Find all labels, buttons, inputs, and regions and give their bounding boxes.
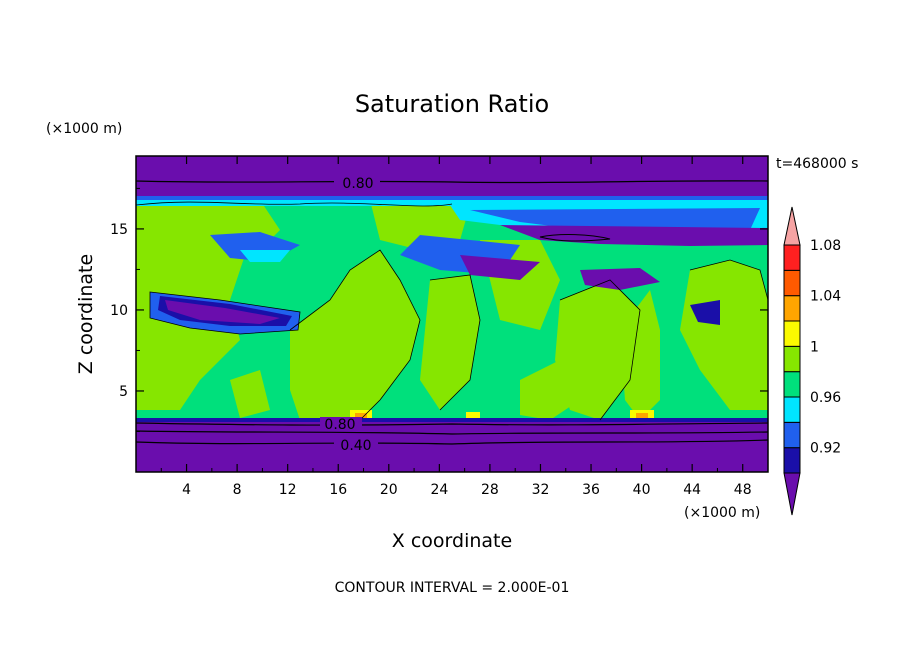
plot-area: 0.80 0.80 0.40 [136,156,768,472]
y-axis: 5 10 15 [110,187,768,432]
y-tick-label: 15 [110,222,128,238]
colorbar-segment [783,269,801,297]
mid-dry-intrusion [150,268,720,334]
x-tick-label: 40 [633,482,651,498]
bottom-band [136,420,768,472]
x-tick-label: 12 [279,482,297,498]
x-axis: 4 8 12 16 20 24 28 32 36 40 44 48 [160,156,752,498]
colorbar-label: 1.04 [810,289,841,305]
colorbar-segment [783,421,801,449]
x-tick-label: 4 [182,482,191,498]
x-tick-label: 20 [380,482,398,498]
colorbar-segment [783,295,801,322]
x-tick-label: 24 [430,482,448,498]
colorbar-label: 1.08 [810,238,841,254]
x-unit-label: (×1000 m) [684,505,760,521]
colorbar-segment [783,371,801,398]
colorbar-over-arrow [783,206,801,246]
contour-label-top: 0.80 [342,176,373,192]
time-label: t=468000 s [776,156,858,172]
colorbar-label: 0.92 [810,441,841,457]
chart-title: Saturation Ratio [355,90,549,118]
colorbar-segment [783,244,801,271]
x-axis-title: X coordinate [392,530,512,552]
x-tick-label: 48 [734,482,752,498]
y-tick-label: 5 [119,384,128,400]
contour-label-low: 0.40 [340,438,371,454]
y-unit-label: (×1000 m) [46,121,122,137]
x-tick-label: 8 [233,482,242,498]
x-tick-label: 32 [532,482,550,498]
top-band [136,156,768,196]
colorbar: 0.92 0.96 1 1.04 1.08 [783,206,841,516]
supersat-patches [350,410,654,418]
colorbar-label: 1 [810,339,819,355]
colorbar-segment [783,345,801,373]
colorbar-under-arrow [783,472,801,516]
colorbar-segment [783,320,801,347]
contour-label-mid: 0.80 [324,417,355,433]
y-tick-label: 10 [110,303,128,319]
colorbar-label: 0.96 [810,390,841,406]
upper-dry-layer [136,195,768,280]
plot-frame [135,155,769,473]
contour-lines [136,180,768,445]
footer-text: CONTOUR INTERVAL = 2.000E-01 [335,580,570,596]
x-tick-label: 16 [329,482,347,498]
x-tick-label: 44 [683,482,701,498]
x-tick-label: 36 [582,482,600,498]
x-tick-label: 28 [481,482,499,498]
colorbar-segment [783,447,801,474]
y-axis-title: Z coordinate [75,254,97,374]
colorbar-segment [783,396,801,423]
